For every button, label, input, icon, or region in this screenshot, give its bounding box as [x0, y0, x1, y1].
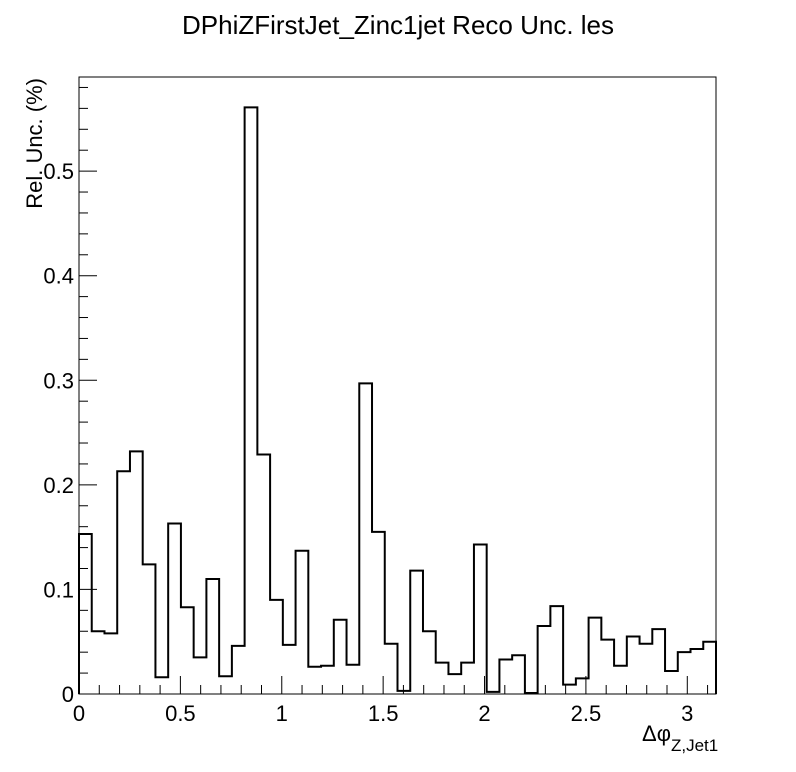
x-tick-label: 1.5 — [368, 701, 399, 726]
chart-title: DPhiZFirstJet_Zinc1jet Reco Unc. les — [181, 10, 615, 40]
y-tick-label: 0.1 — [43, 577, 74, 602]
x-axis-label-subscript: Z,Jet1 — [671, 736, 718, 755]
y-axis-label: Rel. Unc. (%) — [22, 78, 47, 209]
x-axis-label-main: Δφ — [642, 721, 671, 746]
y-tick-label: 0 — [62, 682, 74, 707]
x-tick-label: 1 — [276, 701, 288, 726]
y-tick-label: 0.5 — [43, 159, 74, 184]
y-tick-label: 0.2 — [43, 473, 74, 498]
x-tick-label: 3 — [681, 701, 693, 726]
x-tick-label: 2.5 — [571, 701, 602, 726]
x-tick-label: 2 — [478, 701, 490, 726]
x-tick-label: 0.5 — [165, 701, 196, 726]
y-tick-label: 0.3 — [43, 368, 74, 393]
histogram-line — [78, 106, 717, 694]
x-axis-label: Δφ Z,Jet1 — [642, 721, 718, 755]
tick-labels: 0 0.5 1 1.5 2 2.5 3 0 0.1 0.2 0.3 0.4 0.5 — [43, 159, 693, 726]
y-tick-label: 0.4 — [43, 264, 74, 289]
axis-ticks — [78, 86, 709, 695]
plot-frame — [78, 76, 717, 695]
x-tick-label: 0 — [73, 701, 85, 726]
